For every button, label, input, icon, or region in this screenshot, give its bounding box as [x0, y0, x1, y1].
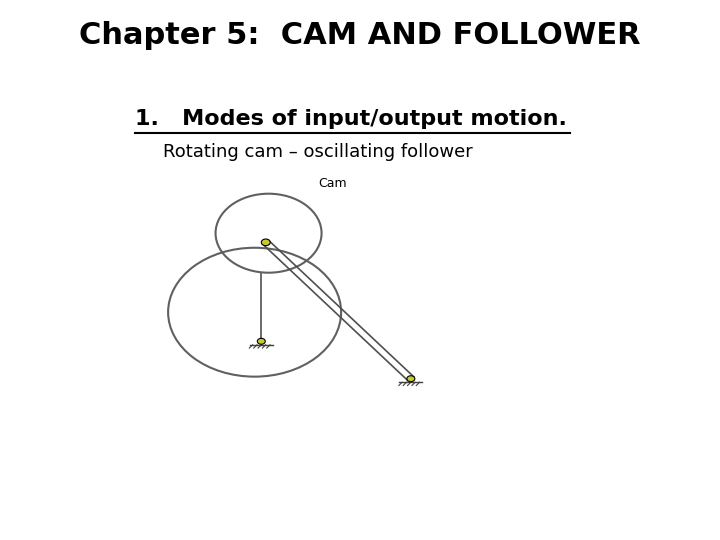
- Text: Cam: Cam: [318, 177, 347, 190]
- Circle shape: [407, 376, 415, 382]
- Circle shape: [261, 239, 270, 246]
- Circle shape: [257, 339, 265, 345]
- Text: Chapter 5:  CAM AND FOLLOWER: Chapter 5: CAM AND FOLLOWER: [79, 21, 641, 50]
- Text: Rotating cam – oscillating follower: Rotating cam – oscillating follower: [163, 143, 472, 161]
- Text: 1.   Modes of input/output motion.: 1. Modes of input/output motion.: [135, 109, 567, 129]
